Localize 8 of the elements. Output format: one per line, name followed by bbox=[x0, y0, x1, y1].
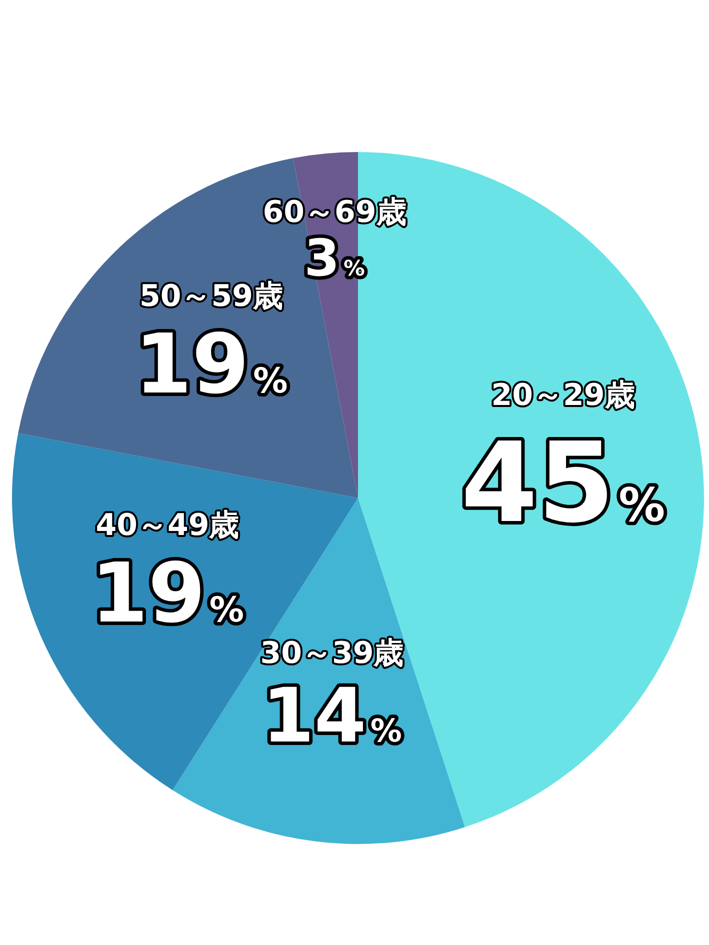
data-label: 19% bbox=[90, 546, 244, 642]
slice-label: 20～29歳 bbox=[491, 378, 635, 413]
data-label: 45% bbox=[460, 418, 666, 548]
slice-label: 30～39歳 bbox=[260, 636, 404, 671]
slice-label: 50～59歳 bbox=[139, 278, 283, 314]
data-label: 19% bbox=[134, 317, 288, 412]
data-label: 14% bbox=[262, 671, 402, 760]
slice-label: 40～49歳 bbox=[96, 508, 240, 544]
